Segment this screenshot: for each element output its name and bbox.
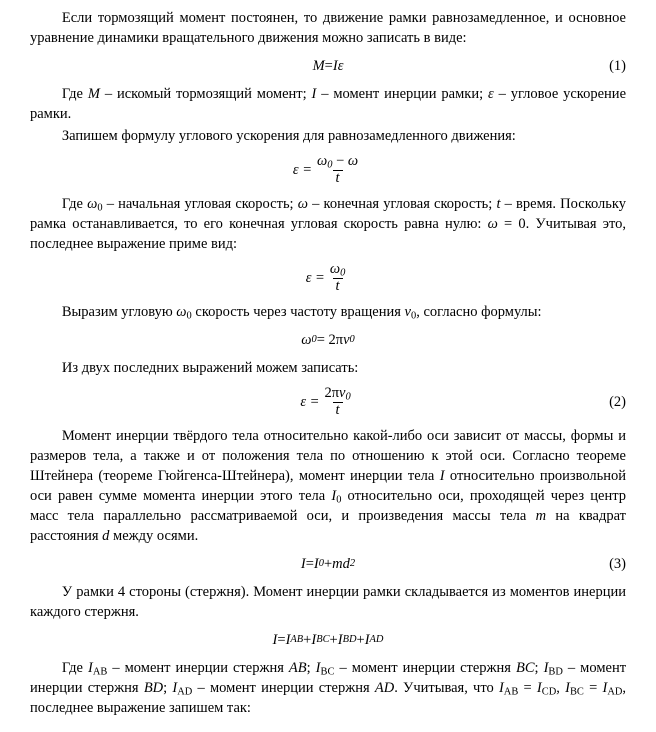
var-w0: ω: [87, 196, 97, 212]
var-BC: BC: [516, 660, 535, 676]
t: ν: [343, 330, 349, 350]
t: +: [357, 630, 365, 650]
var-AB: AB: [289, 660, 307, 676]
t: −: [332, 153, 347, 169]
eq5-lhs: ε =: [300, 392, 319, 412]
eq2-frac: ω0 − ω t: [314, 154, 361, 185]
t: =: [518, 680, 537, 696]
var-AD: AD: [375, 680, 394, 696]
equation-4: ω0 = 2πν0: [30, 326, 626, 354]
t: Где: [62, 86, 88, 102]
t: – искомый тормозящий момент;: [100, 86, 312, 102]
t: =: [306, 554, 314, 574]
t: ω: [330, 261, 340, 277]
t: AD: [177, 687, 192, 698]
t: скорость через частоту вращения: [192, 304, 405, 320]
eq6-number: (3): [609, 554, 626, 574]
para-4: Где ω0 – начальная угловая скорость; ω –…: [30, 194, 626, 254]
para-6: Из двух последних выражений можем записа…: [30, 358, 626, 378]
t: ω: [317, 153, 327, 169]
var-w: ω: [298, 196, 308, 212]
t: d: [343, 554, 350, 574]
t: ;: [307, 660, 316, 676]
t: – момент инерции стержня: [192, 680, 375, 696]
t: CD: [542, 687, 557, 698]
t: ;: [163, 680, 172, 696]
eq2-lhs: ε =: [293, 160, 312, 180]
eq5-number: (2): [609, 392, 626, 412]
para-3: Запишем формулу углового ускорения для р…: [30, 126, 626, 146]
t: ω: [348, 153, 358, 169]
t: – момент инерции рамки;: [316, 86, 488, 102]
var-M: M: [88, 86, 100, 102]
eq1-lhs: M: [313, 56, 325, 76]
eq1-rhs: Iε: [333, 56, 344, 76]
t: 2π: [324, 385, 339, 401]
t: – начальная угловая скорость;: [103, 196, 298, 212]
var-BD: BD: [144, 680, 163, 696]
t: Где: [62, 660, 88, 676]
t: Где: [62, 196, 87, 212]
t: между осями.: [109, 528, 198, 544]
t: I: [365, 630, 370, 650]
equation-7: I = IAB + IBC + IBD + IAD: [30, 626, 626, 654]
t: ,: [556, 680, 565, 696]
t: ;: [535, 660, 544, 676]
para-1: Если тормозящий момент постоянен, то дви…: [30, 8, 626, 48]
equation-1: M = Iε (1): [30, 52, 626, 80]
para-5: Выразим угловую ω0 скорость через частот…: [30, 302, 626, 322]
equation-2: ε = ω0 − ω t: [30, 150, 626, 190]
t: t: [333, 402, 343, 418]
t: AB: [504, 687, 519, 698]
t: m: [332, 554, 342, 574]
t: BD: [548, 667, 563, 678]
t: – конечная угловая скорость;: [308, 196, 496, 212]
t: – момент инерции стержня: [334, 660, 516, 676]
eq5-frac: 2πν0 t: [321, 386, 353, 417]
equation-5: ε = 2πν0 t (2): [30, 382, 626, 422]
equation-3: ε = ω0 t: [30, 258, 626, 298]
t: . Учитывая, что: [394, 680, 499, 696]
var-w: ω: [488, 216, 498, 232]
t: , согласно формулы:: [416, 304, 541, 320]
t: = 0: [498, 216, 526, 232]
t: I: [338, 630, 343, 650]
t: Выразим угловую: [62, 304, 176, 320]
t: BC: [570, 687, 584, 698]
t: 0: [345, 392, 350, 403]
eq1-eq: =: [325, 56, 333, 76]
para-2: Где M – искомый тормозящий момент; I – м…: [30, 84, 626, 124]
t: =: [277, 630, 285, 650]
t: +: [324, 554, 332, 574]
t: t: [333, 278, 343, 294]
t: =: [584, 680, 603, 696]
equation-6: I = I0 + md2 (3): [30, 550, 626, 578]
eq3-lhs: ε =: [306, 268, 325, 288]
t: AB: [93, 667, 108, 678]
para-8: У рамки 4 стороны (стержня). Момент инер…: [30, 582, 626, 622]
t: +: [330, 630, 338, 650]
t: AD: [607, 687, 622, 698]
var-m: m: [536, 508, 546, 524]
var-w0: ω: [176, 304, 186, 320]
t: = 2π: [317, 330, 343, 350]
eq3-frac: ω0 t: [327, 262, 348, 293]
t: BC: [321, 667, 335, 678]
t: – момент инерции стержня: [107, 660, 289, 676]
para-9: Где IAB – момент инерции стержня AB; IBC…: [30, 658, 626, 718]
para-7: Момент инерции твёрдого тела относительн…: [30, 426, 626, 546]
t: ω: [301, 330, 311, 350]
t: t: [333, 170, 343, 186]
eq1-number: (1): [609, 56, 626, 76]
